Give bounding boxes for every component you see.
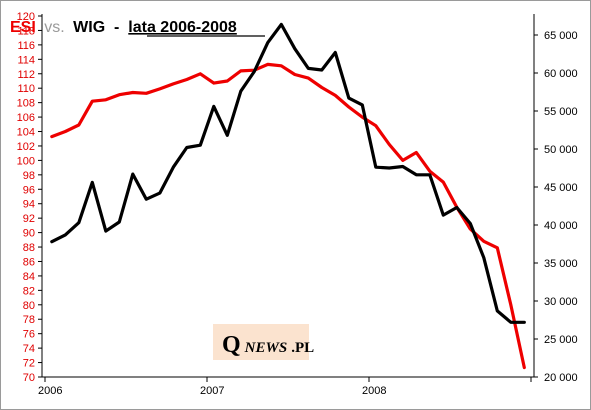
y-left-tick-label: 84 bbox=[23, 271, 35, 283]
series-line-wig bbox=[50, 22, 526, 324]
logo-q: Q bbox=[222, 332, 241, 358]
y-right-tick-label: 30 000 bbox=[544, 296, 578, 308]
x-tick-label: 2007 bbox=[200, 385, 224, 397]
y-left-tick-label: 82 bbox=[23, 285, 35, 297]
y-left-tick-label: 76 bbox=[23, 329, 35, 341]
logo-pl: .PL bbox=[291, 340, 314, 356]
y-right-tick-label: 50 000 bbox=[544, 144, 578, 156]
y-left-tick-label: 102 bbox=[17, 141, 35, 153]
y-right-tick-label: 25 000 bbox=[544, 334, 578, 346]
y-left-tick-label: 114 bbox=[17, 54, 35, 66]
y-left-tick-label: 74 bbox=[23, 343, 35, 355]
y-left-tick-label: 92 bbox=[23, 213, 35, 225]
y-left-tick-label: 100 bbox=[17, 155, 35, 167]
y-right-tick-label: 45 000 bbox=[544, 182, 578, 194]
y-left-tick-label: 120 bbox=[17, 11, 35, 23]
y-left-tick-label: 72 bbox=[23, 358, 35, 370]
y-left-tick-label: 86 bbox=[23, 256, 35, 268]
y-left-tick-label: 112 bbox=[17, 69, 35, 81]
y-right-tick-label: 35 000 bbox=[544, 258, 578, 270]
title-esi: ESI bbox=[10, 19, 36, 36]
y-left-tick-label: 88 bbox=[23, 242, 35, 254]
y-left-tick-label: 70 bbox=[23, 372, 35, 384]
logo-news: NEWS bbox=[244, 340, 288, 356]
y-left-tick-label: 108 bbox=[17, 98, 35, 110]
axes-layer: 70 72 74 76 78 80 82 84 86 88 90 92 94 96 98 100 102 104 1… bbox=[17, 11, 578, 397]
y-left-tick-label: 96 bbox=[23, 184, 35, 196]
series-line-esi bbox=[50, 62, 526, 370]
chart-title: ESI vs. WIG - lata 2006-2008 bbox=[10, 19, 237, 36]
logo-background bbox=[213, 324, 309, 360]
y-left-tick-label: 90 bbox=[23, 228, 35, 240]
y-left-tick-label: 98 bbox=[23, 170, 35, 182]
x-tick-label: 2006 bbox=[38, 385, 62, 397]
y-right-tick-label: 65 000 bbox=[544, 30, 578, 42]
title-wig: WIG bbox=[73, 19, 105, 36]
x-tick-label: 2008 bbox=[362, 385, 386, 397]
y-left-tick-label: 110 bbox=[17, 83, 35, 95]
title-vs: vs. bbox=[44, 19, 64, 36]
y-right-tick-label: 55 000 bbox=[544, 106, 578, 118]
qnews-logo: Q NEWS .PL bbox=[213, 324, 314, 360]
title-dash: - bbox=[110, 19, 124, 36]
title-subtitle: lata 2006-2008 bbox=[128, 19, 237, 36]
y-left-tick-label: 116 bbox=[17, 40, 35, 52]
y-right-tick-label: 40 000 bbox=[544, 220, 578, 232]
y-right-tick-label: 60 000 bbox=[544, 68, 578, 80]
series-layer bbox=[50, 22, 526, 370]
y-right-tick-label: 20 000 bbox=[544, 372, 578, 384]
y-left-tick-label: 118 bbox=[17, 25, 35, 37]
y-left-tick-label: 106 bbox=[17, 112, 35, 124]
y-left-tick-label: 78 bbox=[23, 314, 35, 326]
y-left-tick-label: 80 bbox=[23, 300, 35, 312]
y-left-tick-label: 104 bbox=[17, 127, 35, 139]
y-left-tick-label: 94 bbox=[23, 199, 35, 211]
logo-text: Q NEWS .PL bbox=[222, 332, 314, 358]
